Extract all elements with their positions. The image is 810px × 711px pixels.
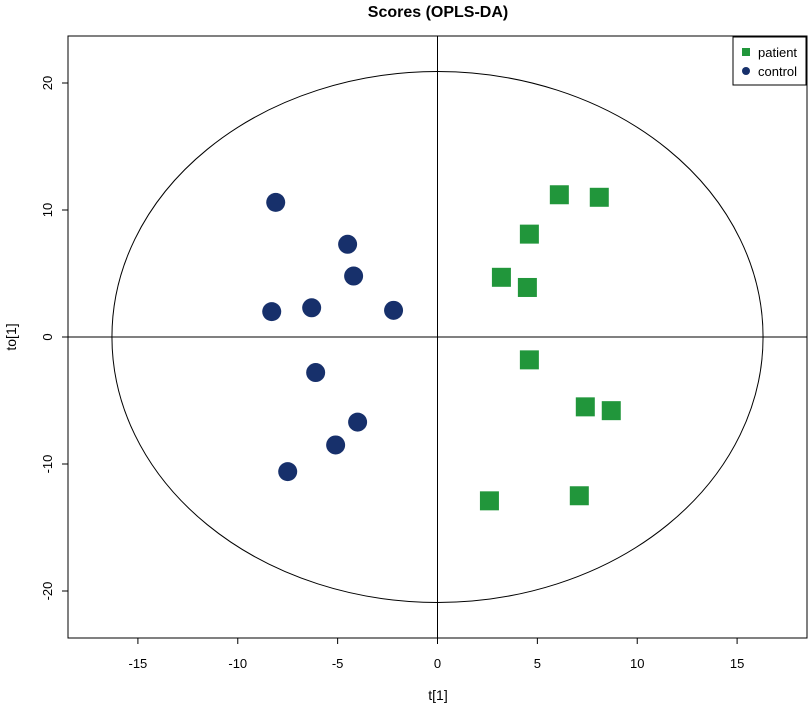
point-control	[348, 412, 368, 432]
x-tick-label: 5	[534, 656, 541, 671]
legend-box	[732, 36, 807, 86]
point-patient	[549, 185, 569, 205]
x-tick-label: -10	[228, 656, 247, 671]
axis-ticks: -15 -10 -5 0 5 10 15 -20 -10 0 10 20	[40, 76, 744, 671]
point-patient	[589, 187, 609, 207]
x-tick-label: 10	[630, 656, 644, 671]
y-axis-label: to[1]	[3, 323, 19, 350]
point-patient	[575, 397, 595, 417]
point-control	[326, 435, 346, 455]
legend-swatch-control	[742, 67, 750, 75]
x-tick-label: 15	[730, 656, 744, 671]
x-tick-label: -15	[129, 656, 148, 671]
point-control	[338, 234, 358, 254]
y-tick-label: 0	[40, 333, 55, 340]
y-tick-label: 10	[40, 203, 55, 217]
point-patient	[519, 224, 539, 244]
reference-lines	[68, 36, 807, 638]
point-control	[262, 302, 282, 322]
legend: patient control	[732, 36, 807, 86]
chart-title: Scores (OPLS-DA)	[368, 4, 508, 21]
point-control	[384, 300, 404, 320]
confidence-ellipse-layer	[111, 71, 764, 603]
point-control	[278, 462, 298, 482]
score-points	[262, 185, 621, 511]
point-control	[302, 298, 322, 318]
point-patient	[479, 491, 499, 511]
point-control	[266, 192, 286, 212]
legend-label-control: control	[758, 64, 797, 79]
point-patient	[517, 277, 537, 297]
point-patient	[601, 401, 621, 421]
point-patient	[569, 486, 589, 506]
point-control	[344, 266, 364, 286]
x-tick-label: 0	[434, 656, 441, 671]
y-tick-label: -10	[40, 455, 55, 474]
y-tick-label: 20	[40, 76, 55, 90]
x-tick-label: -5	[332, 656, 344, 671]
y-tick-label: -20	[40, 582, 55, 601]
legend-swatch-patient	[742, 48, 750, 56]
x-axis-label: t[1]	[428, 687, 447, 703]
point-patient	[519, 350, 539, 370]
legend-label-patient: patient	[758, 45, 797, 60]
hotelling-t2-ellipse	[111, 71, 764, 603]
point-control	[306, 363, 326, 383]
point-patient	[491, 267, 511, 287]
